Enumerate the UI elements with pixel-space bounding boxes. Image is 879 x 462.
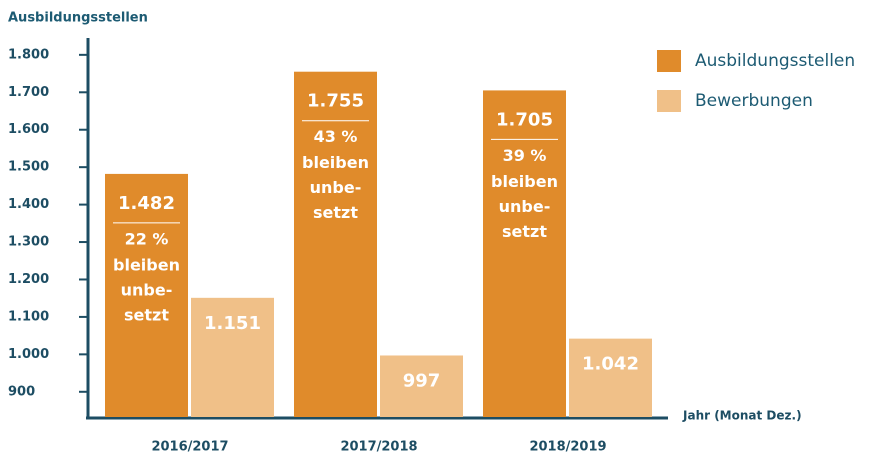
- annotation: setzt: [313, 203, 358, 222]
- y-tick-label: 900: [8, 384, 35, 399]
- annotation: unbe-: [310, 178, 362, 197]
- annotation: 22 %: [125, 229, 169, 248]
- bar: [105, 173, 188, 417]
- y-tick-label: 1.300: [8, 235, 49, 250]
- y-tick-label: 1.700: [8, 85, 49, 100]
- y-tick-label: 1.100: [8, 309, 49, 324]
- annotation: 43 %: [314, 127, 358, 146]
- bar-label: 1.042: [582, 354, 639, 375]
- y-tick-label: 1.400: [8, 197, 49, 212]
- bar-label: 1.755: [307, 91, 364, 112]
- y-tick-label: 1.000: [8, 347, 49, 362]
- legend-swatch: [657, 50, 681, 72]
- x-tick-label: 2018/2019: [529, 440, 606, 455]
- bar-label: 1.151: [204, 313, 261, 334]
- bar: [380, 355, 463, 417]
- x-tick-label: 2016/2017: [151, 440, 228, 455]
- annotation: bleiben: [302, 153, 369, 172]
- bar: [294, 71, 377, 417]
- bar: [191, 297, 274, 417]
- annotation: setzt: [124, 305, 169, 324]
- annotation: bleiben: [491, 172, 558, 191]
- x-axis-title: Jahr (Monat Dez.): [682, 409, 802, 423]
- bar-label: 1.482: [118, 193, 175, 214]
- y-tick-label: 1.600: [8, 122, 49, 137]
- legend-label: Bewerbungen: [695, 91, 813, 111]
- x-tick-label: 2017/2018: [340, 440, 417, 455]
- y-tick-label: 1.800: [8, 47, 49, 62]
- bar-label: 1.705: [496, 109, 553, 130]
- y-tick-label: 1.500: [8, 160, 49, 175]
- annotation: bleiben: [113, 255, 180, 274]
- y-tick-label: 1.200: [8, 272, 49, 287]
- legend-swatch: [657, 90, 681, 112]
- annotation: unbe-: [499, 197, 551, 216]
- annotation: setzt: [502, 222, 547, 241]
- bar-label: 997: [403, 370, 441, 391]
- legend-label: Ausbildungsstellen: [695, 51, 855, 71]
- bar: [569, 338, 652, 417]
- y-axis-title: Ausbildungsstellen: [8, 11, 148, 26]
- annotation: unbe-: [121, 280, 173, 299]
- bar: [483, 90, 566, 418]
- annotation: 39 %: [503, 146, 547, 165]
